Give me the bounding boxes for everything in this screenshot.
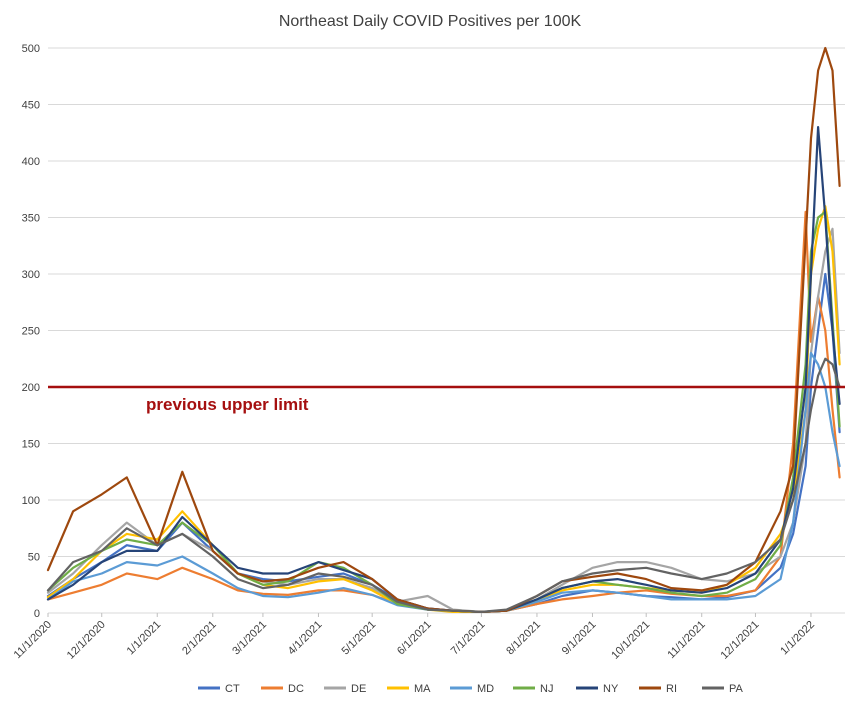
y-tick-label: 200 xyxy=(22,382,40,394)
series-lines xyxy=(46,46,841,614)
x-tick-label: 4/1/2021 xyxy=(286,619,325,658)
legend-label-md: MD xyxy=(477,683,494,695)
y-tick-label: 450 xyxy=(22,100,40,112)
reference-line-label: previous upper limit xyxy=(146,395,309,414)
x-tick-label: 1/1/2022 xyxy=(778,619,817,658)
x-tick-label: 7/1/2021 xyxy=(449,619,488,658)
x-tick-label: 3/1/2021 xyxy=(230,619,269,658)
y-tick-label: 500 xyxy=(22,43,40,55)
x-tick-label: 10/1/2021 xyxy=(609,619,652,662)
y-tick-label: 400 xyxy=(22,156,40,168)
y-tick-label: 50 xyxy=(28,552,40,564)
legend-label-pa: PA xyxy=(729,683,744,695)
reference-line-group: previous upper limit xyxy=(48,385,845,414)
series-line-de xyxy=(46,227,841,614)
x-tick-label: 11/1/2021 xyxy=(665,619,708,662)
x-axis: 11/1/2020 12/1/2020 1/1/2021 2/1/2021 3/1/20… xyxy=(12,613,817,662)
series-line-ny xyxy=(46,125,841,614)
x-tick-label: 11/1/2020 xyxy=(12,619,55,662)
legend-label-ny: NY xyxy=(603,683,619,695)
x-tick-label: 12/1/2020 xyxy=(65,619,108,662)
legend-label-dc: DC xyxy=(288,683,304,695)
y-tick-label: 350 xyxy=(22,213,40,225)
legend: CT DC DE MA MD NJ NY RI PA xyxy=(198,683,744,695)
legend-label-de: DE xyxy=(351,683,366,695)
y-tick-label: 250 xyxy=(22,326,40,338)
x-tick-label: 12/1/2021 xyxy=(718,619,761,662)
y-tick-label: 150 xyxy=(22,439,40,451)
x-tick-label: 5/1/2021 xyxy=(340,619,379,658)
x-tick-label: 9/1/2021 xyxy=(560,619,599,658)
x-tick-label: 2/1/2021 xyxy=(180,619,219,658)
y-tick-label: 0 xyxy=(34,608,40,620)
legend-label-ri: RI xyxy=(666,683,677,695)
legend-label-nj: NJ xyxy=(540,683,553,695)
x-tick-label: 8/1/2021 xyxy=(504,619,543,658)
legend-label-ma: MA xyxy=(414,683,431,695)
series-line-pa xyxy=(46,357,841,614)
series-line-md xyxy=(46,352,841,614)
x-tick-label: 6/1/2021 xyxy=(395,619,434,658)
y-tick-label: 300 xyxy=(22,269,40,281)
y-axis: 0 50 100 150 200 250 300 350 400 450 500 xyxy=(22,43,40,620)
legend-label-ct: CT xyxy=(225,683,240,695)
x-tick-label: 1/1/2021 xyxy=(125,619,164,658)
chart-title: Northeast Daily COVID Positives per 100K xyxy=(279,13,582,30)
y-tick-label: 100 xyxy=(22,495,40,507)
